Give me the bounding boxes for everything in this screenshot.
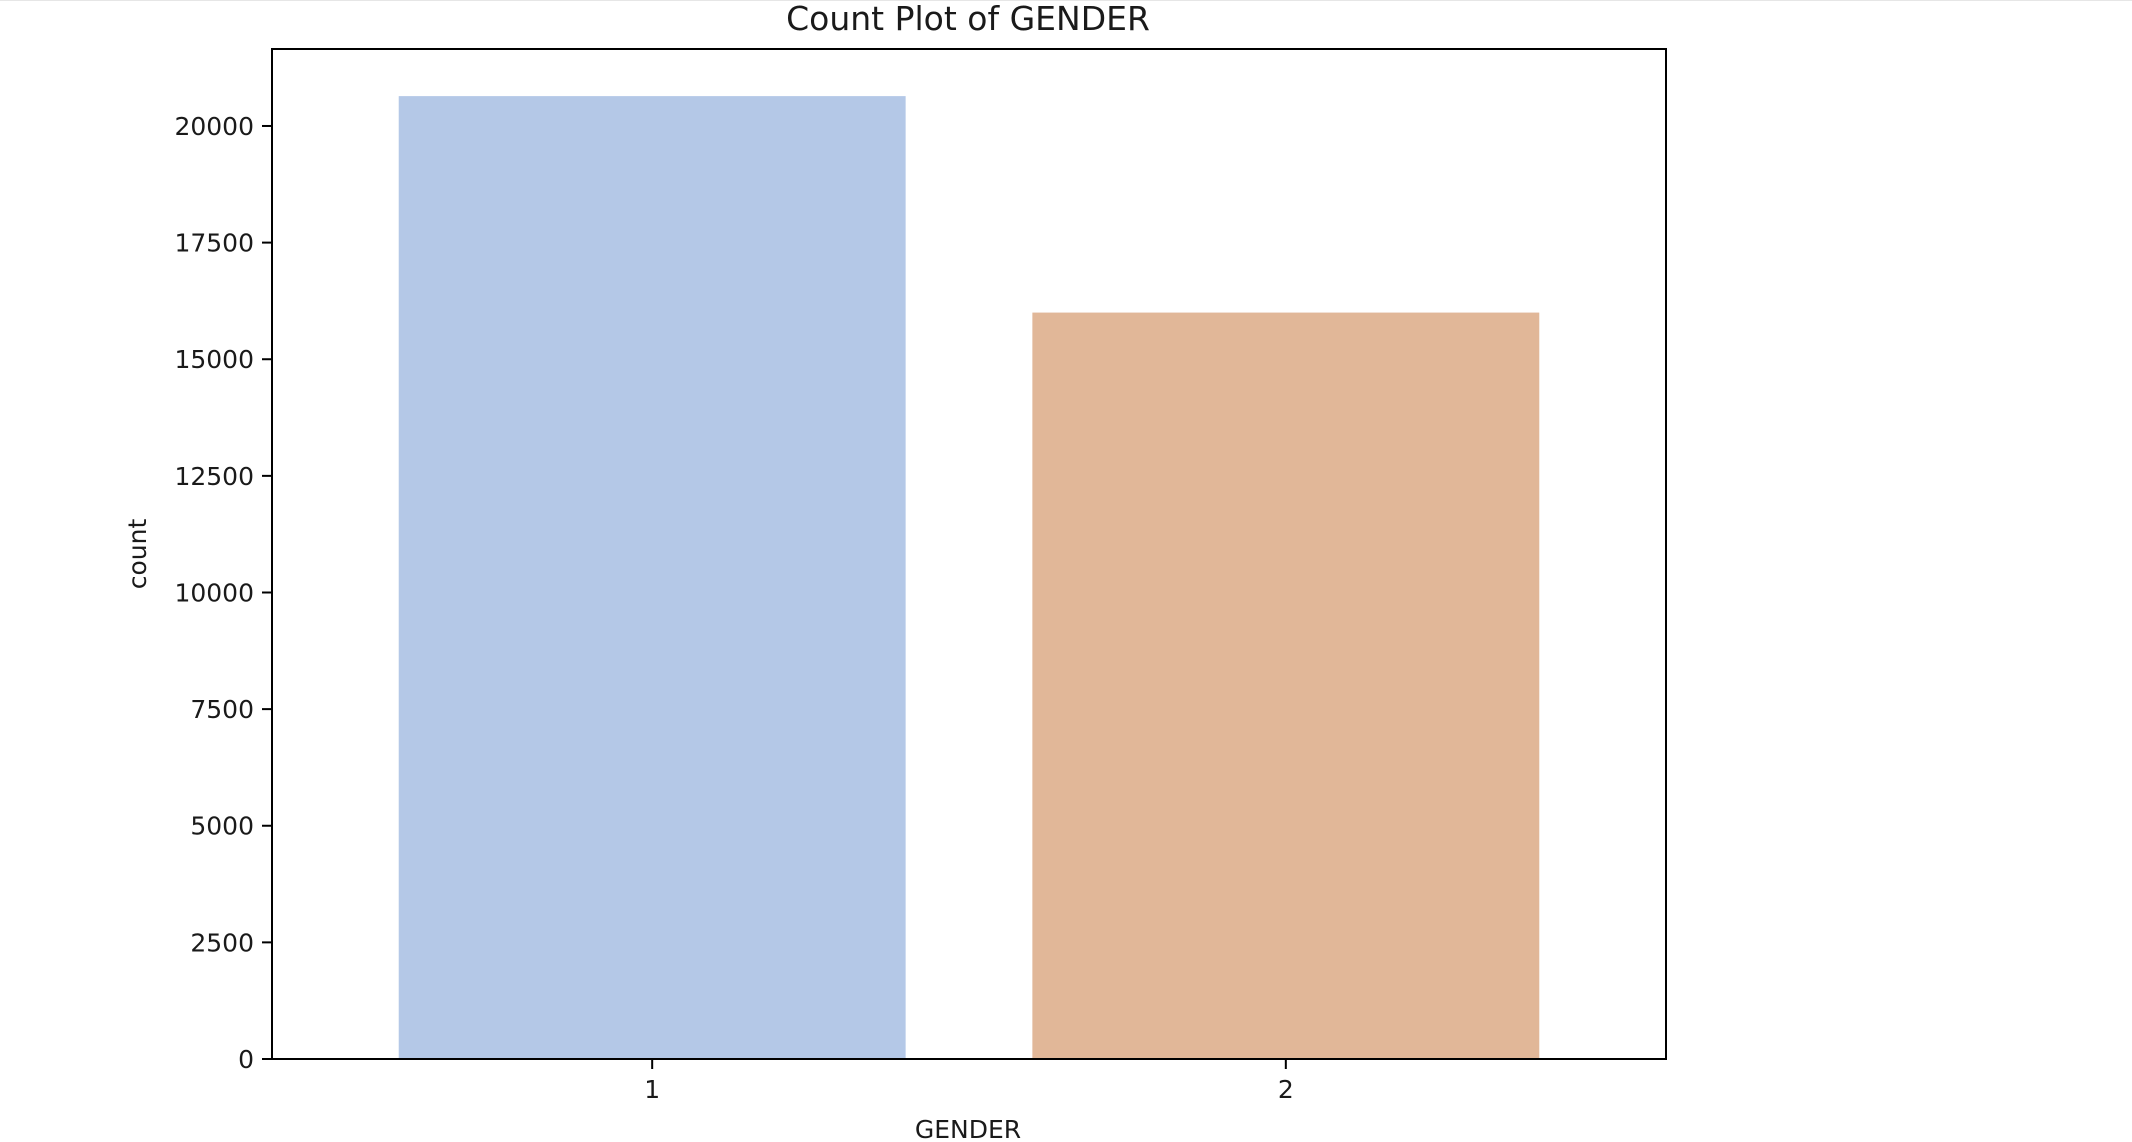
- bars-layer: [398, 96, 1540, 1059]
- y-tick-label: 20000: [174, 112, 254, 141]
- y-axis-label: count: [123, 519, 152, 590]
- y-tick-label: 2500: [190, 928, 254, 957]
- y-tick-label: 7500: [190, 695, 254, 724]
- bar-1: [398, 96, 906, 1059]
- y-axis: 0 2500 5000 7500 10000 12500 15000 17500 20000: [174, 112, 272, 1074]
- y-tick-label: 15000: [174, 345, 254, 374]
- x-axis-label: GENDER: [915, 1115, 1021, 1142]
- x-tick-label: 1: [644, 1075, 660, 1104]
- y-tick-label: 5000: [190, 812, 254, 841]
- chart-title: Count Plot of GENDER: [786, 0, 1150, 38]
- y-tick-label: 12500: [174, 462, 254, 491]
- y-tick-label: 17500: [174, 229, 254, 258]
- x-tick-label: 2: [1278, 1075, 1294, 1104]
- bar-2: [1032, 312, 1540, 1059]
- plot-frame: [271, 48, 1667, 1060]
- y-tick-label: 0: [238, 1045, 254, 1074]
- top-divider: [0, 0, 2132, 1]
- y-tick-label: 10000: [174, 578, 254, 607]
